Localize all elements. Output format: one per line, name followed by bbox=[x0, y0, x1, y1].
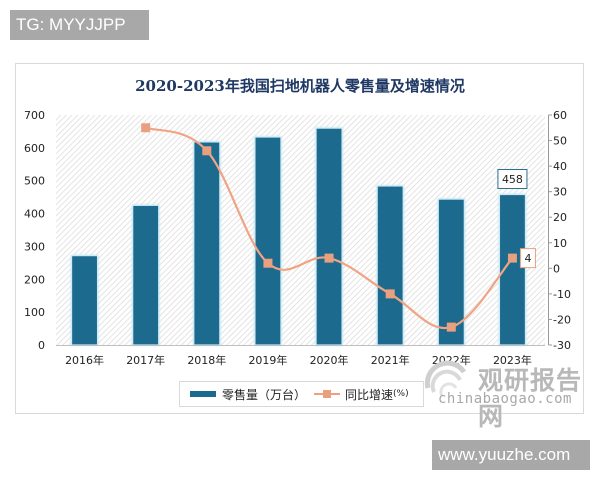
left-axis-tick: 400 bbox=[24, 208, 45, 221]
left-axis-tick: 200 bbox=[24, 273, 45, 286]
watermark-cn-text: 观研报告网 bbox=[478, 366, 583, 431]
right-axis-tick: 60 bbox=[553, 109, 567, 122]
left-axis-tick: 500 bbox=[24, 175, 45, 188]
left-axis-tick: 600 bbox=[24, 142, 45, 155]
watermark-en-text: chinabaogao.com bbox=[438, 391, 572, 407]
right-y-axis: -30 -20 -10 0 10 20 30 40 50 60 bbox=[548, 109, 571, 352]
right-axis-tick: 40 bbox=[553, 160, 567, 173]
line-marker bbox=[385, 289, 395, 299]
top-watermark-tag: TG: MYYJJPP bbox=[10, 10, 149, 40]
bar-2017年 bbox=[132, 204, 160, 346]
right-axis-tick: 20 bbox=[553, 211, 567, 224]
left-axis-tick: 100 bbox=[24, 306, 45, 319]
line-marker bbox=[202, 146, 212, 156]
bar-2021年 bbox=[376, 185, 404, 346]
line-marker bbox=[263, 258, 273, 268]
bar-2022年 bbox=[437, 198, 465, 346]
legend-bar-swatch-icon bbox=[190, 391, 216, 397]
x-axis-tick: 2016年 bbox=[65, 353, 104, 367]
x-axis-tick: 2017年 bbox=[126, 353, 165, 367]
right-axis-tick: 10 bbox=[553, 237, 567, 250]
x-axis-tick: 2020年 bbox=[310, 353, 349, 367]
right-axis-tick: -30 bbox=[553, 339, 571, 352]
legend-bar-label: 零售量（万台） bbox=[222, 387, 307, 402]
bar-series bbox=[70, 127, 527, 346]
x-axis-tick: 2019年 bbox=[248, 353, 287, 367]
chart-legend: 零售量（万台） 同比增速 (%) bbox=[179, 381, 424, 407]
plot-area-background bbox=[56, 115, 545, 345]
bar-2020年 bbox=[315, 127, 343, 346]
data-label: 4 bbox=[524, 252, 531, 265]
left-axis-tick: 0 bbox=[38, 339, 45, 352]
bottom-watermark-tag: www.yuuzhe.com bbox=[432, 440, 590, 470]
right-axis-tick: 50 bbox=[553, 135, 567, 148]
line-marker bbox=[141, 123, 151, 133]
line-marker bbox=[324, 253, 334, 263]
line-marker bbox=[507, 253, 517, 263]
left-y-axis: 0 100 200 300 400 500 600 700 bbox=[24, 109, 45, 352]
x-axis-tick: 2021年 bbox=[371, 353, 410, 367]
x-axis-tick: 2023年 bbox=[493, 353, 532, 367]
right-axis-tick: -10 bbox=[553, 288, 571, 301]
x-axis: 2016年 2017年 2018年 2019年 2020年 2021年 2022年 2023年 bbox=[65, 353, 532, 367]
data-label: 458 bbox=[502, 173, 523, 186]
legend-line-marker-icon bbox=[314, 389, 342, 399]
right-axis-tick: 30 bbox=[553, 186, 567, 199]
bar-2016年 bbox=[70, 255, 99, 346]
line-marker bbox=[446, 322, 456, 332]
left-axis-tick: 700 bbox=[24, 109, 45, 122]
bar-2019年 bbox=[254, 136, 282, 346]
bar-2018年 bbox=[193, 141, 221, 346]
legend-line-unit: (%) bbox=[393, 389, 409, 399]
left-axis-tick: 300 bbox=[24, 240, 45, 253]
chart-title: 2020-2023年我国扫地机器人零售量及增速情况 bbox=[135, 77, 465, 95]
x-axis-tick: 2018年 bbox=[187, 353, 226, 367]
line-series bbox=[141, 123, 517, 332]
legend-line-label: 同比增速 bbox=[345, 387, 394, 402]
data-labels: 458 4 bbox=[497, 169, 536, 269]
right-axis-tick: 0 bbox=[553, 262, 560, 275]
right-axis-tick: -20 bbox=[553, 313, 571, 326]
